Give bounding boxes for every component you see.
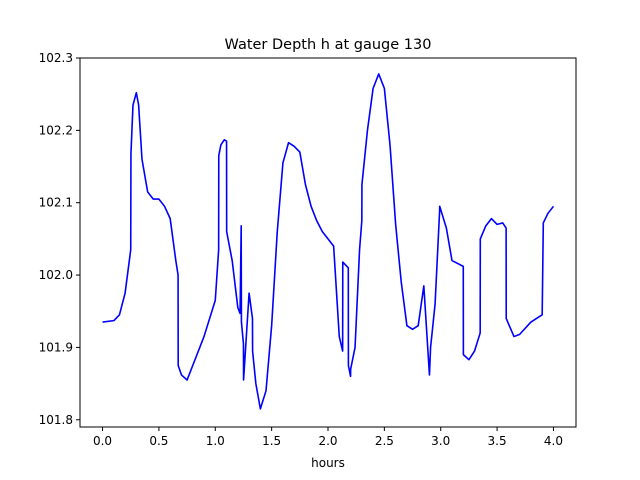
y-tick-label: 102.0 xyxy=(39,268,73,282)
y-tick-label: 101.9 xyxy=(39,340,73,354)
x-axis-label: hours xyxy=(311,456,345,470)
x-tick-label: 4.0 xyxy=(544,434,563,448)
series-line-1 xyxy=(102,73,555,410)
y-tick-label: 101.8 xyxy=(39,413,73,427)
y-tick-label: 102.2 xyxy=(39,123,73,137)
plot-area xyxy=(80,58,576,427)
series-group xyxy=(102,73,555,410)
y-axis: 101.8 101.9 102.0 102.1 102.2 102.3 xyxy=(39,51,80,427)
x-tick-label: 2.5 xyxy=(375,434,394,448)
x-tick-label: 0.0 xyxy=(93,434,112,448)
x-tick-label: 2.0 xyxy=(318,434,337,448)
x-axis: 0.0 0.5 1.0 1.5 2.0 2.5 3.0 3.5 4.0 xyxy=(93,427,563,448)
y-tick-label: 102.1 xyxy=(39,196,73,210)
x-tick-label: 3.5 xyxy=(488,434,507,448)
x-tick-label: 1.0 xyxy=(206,434,225,448)
x-tick-label: 0.5 xyxy=(149,434,168,448)
y-tick-label: 102.3 xyxy=(39,51,73,65)
chart-title: Water Depth h at gauge 130 xyxy=(225,37,432,53)
x-tick-label: 1.5 xyxy=(262,434,281,448)
x-tick-label: 3.0 xyxy=(431,434,450,448)
